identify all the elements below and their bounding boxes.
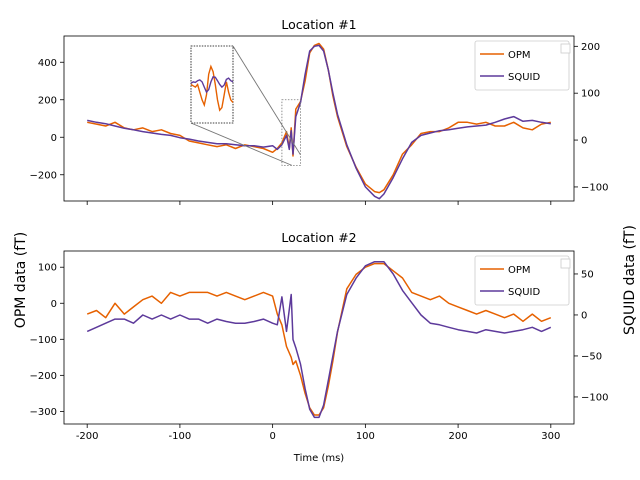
x-tick-label: 200	[449, 431, 468, 442]
x-tick-label: 100	[356, 431, 375, 442]
y-left-tick-label: −200	[30, 371, 57, 382]
y-right-tick-label: −100	[581, 392, 608, 403]
inset-connector	[190, 122, 293, 166]
inset-connector	[232, 45, 301, 155]
y-left-tick-label: −200	[30, 170, 57, 181]
panel-location-2: Location #2 -200 -100 0 100 200 300 −300 −200 −…	[30, 230, 609, 442]
y-axis-left-label: OPM data (fT)	[13, 232, 29, 328]
y-right-tick-label: 200	[581, 42, 600, 53]
x-tick-label: -200	[76, 431, 99, 442]
y-left-tick-label: −300	[30, 407, 57, 418]
panel-2-legend: OPM SQUID	[474, 255, 571, 306]
inset-series-opm	[190, 64, 234, 112]
x-tick-label: -100	[169, 431, 192, 442]
y-right-tick-label: 50	[581, 269, 594, 280]
y-left-tick-label: −100	[30, 335, 57, 346]
y-left-tick-label: 200	[38, 95, 57, 106]
y-left-tick-label: 0	[51, 299, 57, 310]
x-tick-label: 0	[269, 431, 275, 442]
y-axis-right-label: SQUID data (fT)	[622, 225, 638, 335]
panel-2-frame	[63, 250, 575, 425]
panel-1-frame	[63, 35, 575, 202]
legend-squid-label: SQUID	[508, 287, 540, 298]
y-left-tick-label: 100	[38, 263, 57, 274]
y-right-tick-label: 100	[581, 89, 600, 100]
legend-squid-label: SQUID	[508, 72, 540, 83]
series-line-squid	[87, 44, 551, 200]
panel-location-1: Location #1 −200 0 200 400 −100 0 100 200 OPM …	[30, 17, 608, 205]
y-right-tick-label: 0	[581, 136, 587, 147]
panel-2-title: Location #2	[281, 230, 356, 245]
y-right-tick-label: 0	[581, 310, 587, 321]
panel-1-title: Location #1	[281, 17, 356, 32]
y-right-tick-label: −50	[581, 351, 602, 362]
series-line-squid	[86, 260, 552, 419]
legend-opm-label: OPM	[508, 265, 531, 276]
panel-1-legend: OPM SQUID	[474, 40, 571, 91]
x-tick-label: 300	[541, 431, 560, 442]
y-right-tick-label: −100	[581, 182, 608, 193]
y-left-tick-label: 400	[38, 58, 57, 69]
x-axis-label: Time (ms)	[293, 453, 345, 464]
legend-opm-label: OPM	[508, 50, 531, 61]
y-left-tick-label: 0	[51, 133, 57, 144]
inset-series-squid	[190, 75, 234, 94]
